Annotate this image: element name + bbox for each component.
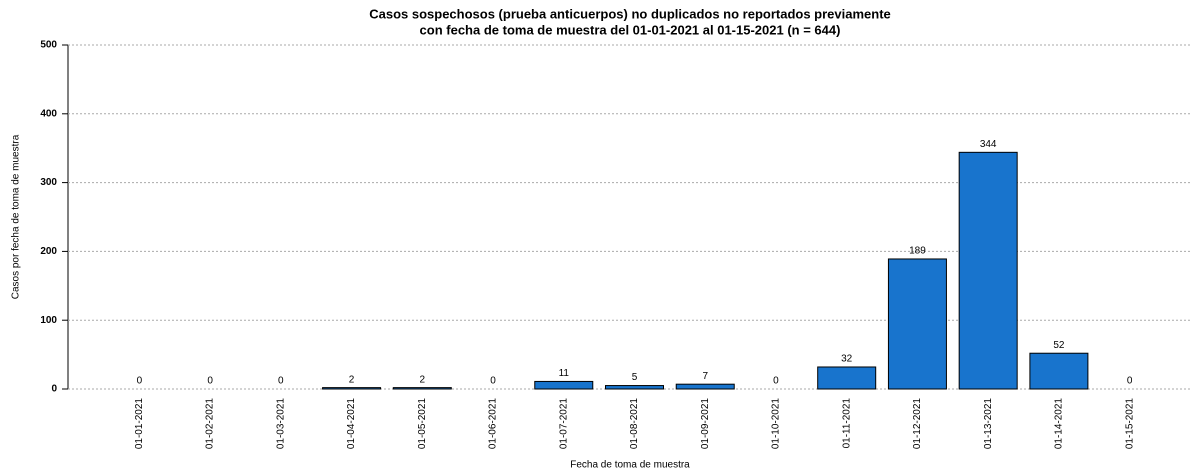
- x-axis-label: Fecha de toma de muestra: [570, 460, 690, 471]
- x-tick-label: 01-10-2021: [771, 398, 782, 450]
- value-label: 0: [278, 376, 284, 387]
- value-label: 11: [559, 368, 570, 379]
- chart-title: Casos sospechosos (prueba anticuerpos) n…: [369, 6, 891, 21]
- y-tick-label: 200: [40, 246, 57, 257]
- bar: [322, 387, 382, 390]
- x-tick-label: 01-09-2021: [700, 398, 711, 450]
- chart-title: con fecha de toma de muestra del 01-01-2…: [420, 22, 841, 37]
- x-tick-label: 01-05-2021: [417, 398, 428, 450]
- bar: [817, 366, 877, 390]
- value-label: 5: [632, 372, 638, 383]
- value-label: 189: [909, 246, 926, 257]
- x-tick-label: 01-15-2021: [1124, 398, 1135, 450]
- x-tick-label: 01-04-2021: [346, 398, 357, 450]
- x-tick-label: 01-01-2021: [134, 398, 145, 450]
- y-tick-label: 0: [51, 384, 57, 395]
- bar: [392, 387, 452, 390]
- value-label: 2: [420, 374, 426, 385]
- x-tick-label: 01-14-2021: [1054, 398, 1065, 450]
- x-tick-label: 01-08-2021: [629, 398, 640, 450]
- value-label: 32: [841, 354, 853, 365]
- bar: [534, 380, 594, 390]
- value-label: 0: [137, 376, 143, 387]
- bar: [1029, 352, 1089, 390]
- x-tick-label: 01-13-2021: [983, 398, 994, 450]
- y-axis-label: Casos por fecha de toma de muestra: [11, 134, 22, 299]
- value-label: 0: [490, 376, 496, 387]
- x-tick-label: 01-03-2021: [275, 398, 286, 450]
- y-tick-label: 300: [40, 177, 57, 188]
- value-label: 2: [349, 374, 355, 385]
- x-tick-label: 01-07-2021: [558, 398, 569, 450]
- x-tick-label: 01-02-2021: [205, 398, 216, 450]
- y-tick-label: 400: [40, 108, 57, 119]
- x-tick-label: 01-06-2021: [488, 398, 499, 450]
- value-label: 7: [702, 371, 708, 382]
- x-tick-label: 01-12-2021: [912, 398, 923, 450]
- value-label: 0: [773, 376, 779, 387]
- value-label: 0: [207, 376, 213, 387]
- value-label: 52: [1053, 340, 1065, 351]
- bar: [605, 385, 664, 390]
- bar: [887, 258, 947, 390]
- value-label: 344: [980, 139, 997, 150]
- x-tick-label: 01-11-2021: [841, 398, 852, 449]
- value-label: 0: [1127, 376, 1133, 387]
- bar: [958, 151, 1018, 390]
- y-tick-label: 100: [40, 315, 57, 326]
- y-tick-label: 500: [40, 40, 57, 51]
- bar: [675, 383, 735, 390]
